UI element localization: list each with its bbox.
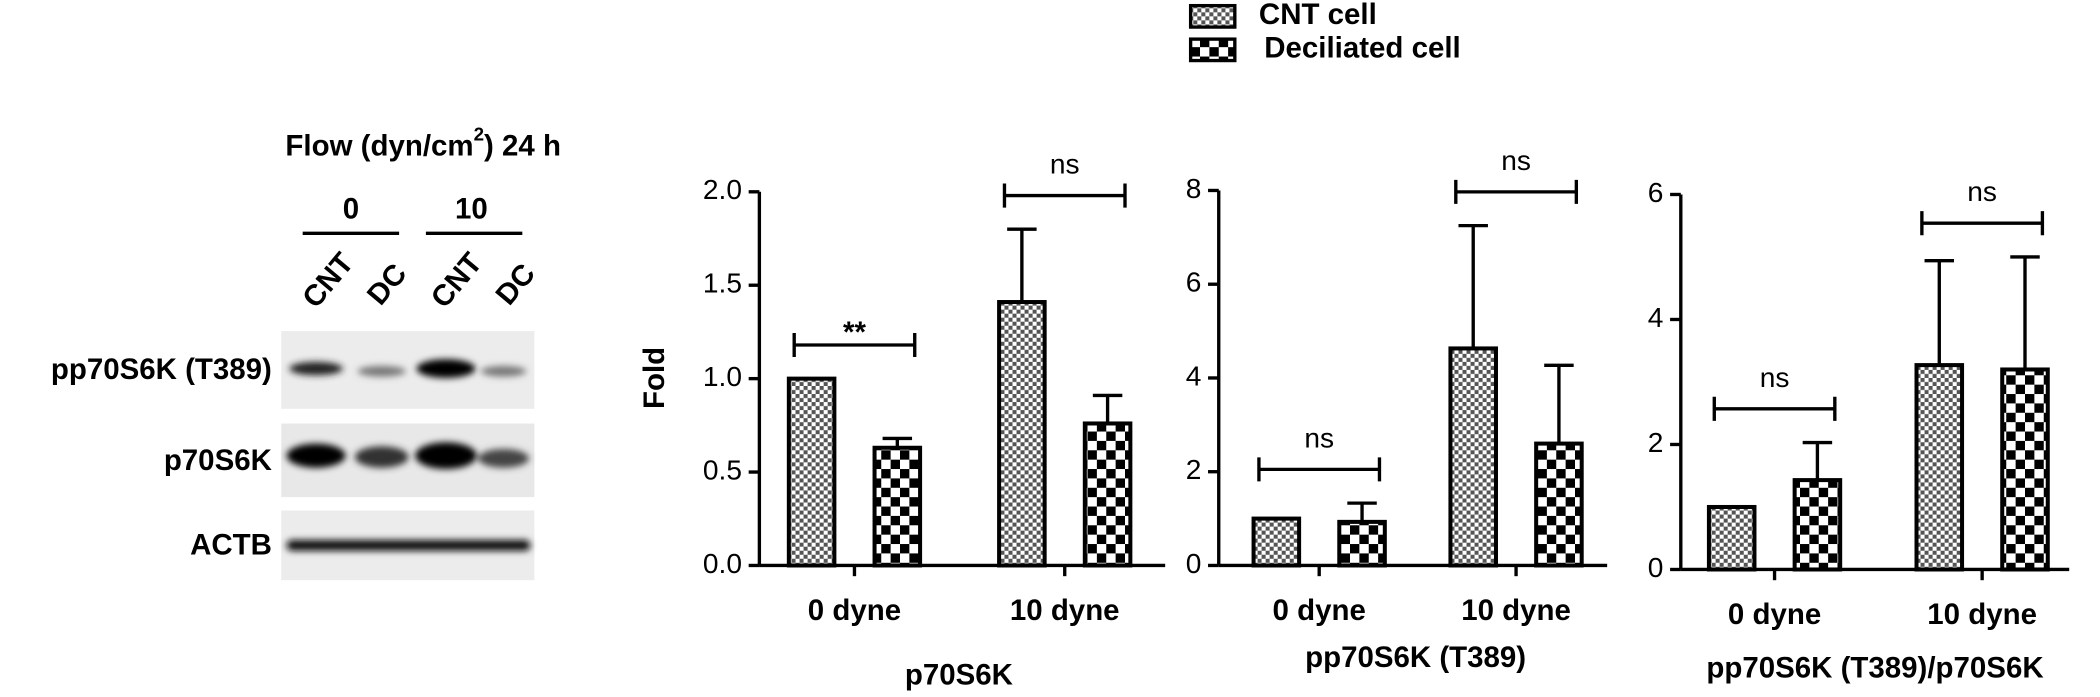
blot-title-sup: 2 — [474, 124, 484, 145]
bar — [997, 300, 1047, 568]
y-tick-label: 0 — [1186, 548, 1202, 579]
bar — [1534, 441, 1584, 568]
error-bar — [1802, 440, 1833, 481]
significance-label: ns — [1304, 422, 1334, 453]
error-bar — [1924, 259, 1955, 366]
bar — [1448, 346, 1498, 568]
significance-bracket — [1002, 183, 1127, 208]
significance-bracket — [1257, 457, 1382, 482]
error-bar — [882, 436, 913, 448]
bands — [286, 359, 531, 551]
row-label: pp70S6K (T389) — [51, 353, 272, 386]
significance-bracket — [792, 332, 917, 358]
bar — [1251, 516, 1302, 568]
blot-title: Flow (dyn/cm2) 24 h — [285, 124, 561, 163]
row-label: ACTB — [190, 528, 272, 561]
legend-label: CNT cell — [1259, 0, 1377, 31]
x-tick-label: 0 dyne — [808, 594, 901, 627]
error-bar — [1092, 393, 1123, 424]
y-tick-label: 2 — [1186, 454, 1202, 485]
lane-label: CNT — [425, 247, 489, 315]
x-tick-label: 0 dyne — [1273, 594, 1366, 627]
bar — [1082, 421, 1133, 568]
significance-bracket — [1920, 211, 2045, 236]
bar — [1914, 363, 1965, 572]
significance-bracket — [1454, 179, 1579, 204]
legend-label: Deciliated cell — [1264, 32, 1460, 65]
x-tick-label: 10 dyne — [1927, 598, 2037, 631]
y-tick-label: 0.0 — [703, 548, 742, 579]
error-bar — [1007, 227, 1037, 303]
group-label: 0 — [343, 192, 359, 225]
x-axis-label: pp70S6K (T389)/p70S6K — [1706, 652, 2043, 685]
legend: CNT cell Deciliated cell — [1188, 0, 1461, 65]
x-tick-label: 10 dyne — [1010, 594, 1120, 627]
y-tick-label: 0 — [1648, 552, 1664, 583]
legend-swatch — [1188, 37, 1237, 63]
y-tick-label: 6 — [1186, 267, 1202, 298]
error-bar — [1544, 363, 1574, 444]
y-tick-label: 4 — [1186, 360, 1202, 391]
significance-label: ns — [1501, 145, 1531, 176]
error-bar — [2010, 255, 2040, 370]
significance-label: ns — [1967, 176, 1997, 207]
significance-bracket — [1712, 396, 1837, 421]
significance-label: ** — [843, 316, 866, 349]
lane-label: DC — [489, 258, 542, 312]
bar — [2000, 367, 2050, 572]
y-tick-label: 2 — [1648, 427, 1664, 458]
row-label: p70S6K — [164, 444, 272, 477]
y-tick-label: 2.0 — [703, 174, 742, 205]
y-tick-label: 1.0 — [703, 361, 742, 392]
lane-label: DC — [361, 258, 414, 312]
bar — [1337, 519, 1387, 568]
bar — [1706, 504, 1757, 572]
bar — [1792, 478, 1843, 572]
lane-label: CNT — [296, 247, 360, 315]
error-bar — [1458, 223, 1488, 349]
significance-label: ns — [1760, 362, 1790, 393]
y-tick-label: 8 — [1186, 173, 1202, 204]
blot-title-text: ) 24 h — [484, 129, 561, 162]
x-axis-label: p70S6K — [905, 658, 1013, 691]
bar — [872, 445, 923, 568]
legend-swatch — [1188, 3, 1237, 29]
blot: Flow (dyn/cm2) 24 h 0 10 CNT DC CNT DC p… — [51, 124, 561, 581]
bar — [786, 376, 837, 568]
x-axis-label: pp70S6K (T389) — [1305, 641, 1526, 674]
y-tick-label: 6 — [1648, 177, 1664, 208]
significance-label: ns — [1050, 148, 1080, 179]
blot-title-text: Flow (dyn/cm — [285, 129, 473, 162]
x-tick-label: 10 dyne — [1461, 594, 1571, 627]
y-tick-label: 4 — [1648, 302, 1664, 333]
y-tick-label: 0.5 — [703, 454, 742, 485]
error-bar — [1347, 501, 1377, 522]
x-tick-label: 0 dyne — [1728, 598, 1821, 631]
y-tick-label: 1.5 — [703, 268, 742, 299]
y-axis-label: Fold — [638, 347, 671, 409]
group-label: 10 — [455, 192, 488, 225]
